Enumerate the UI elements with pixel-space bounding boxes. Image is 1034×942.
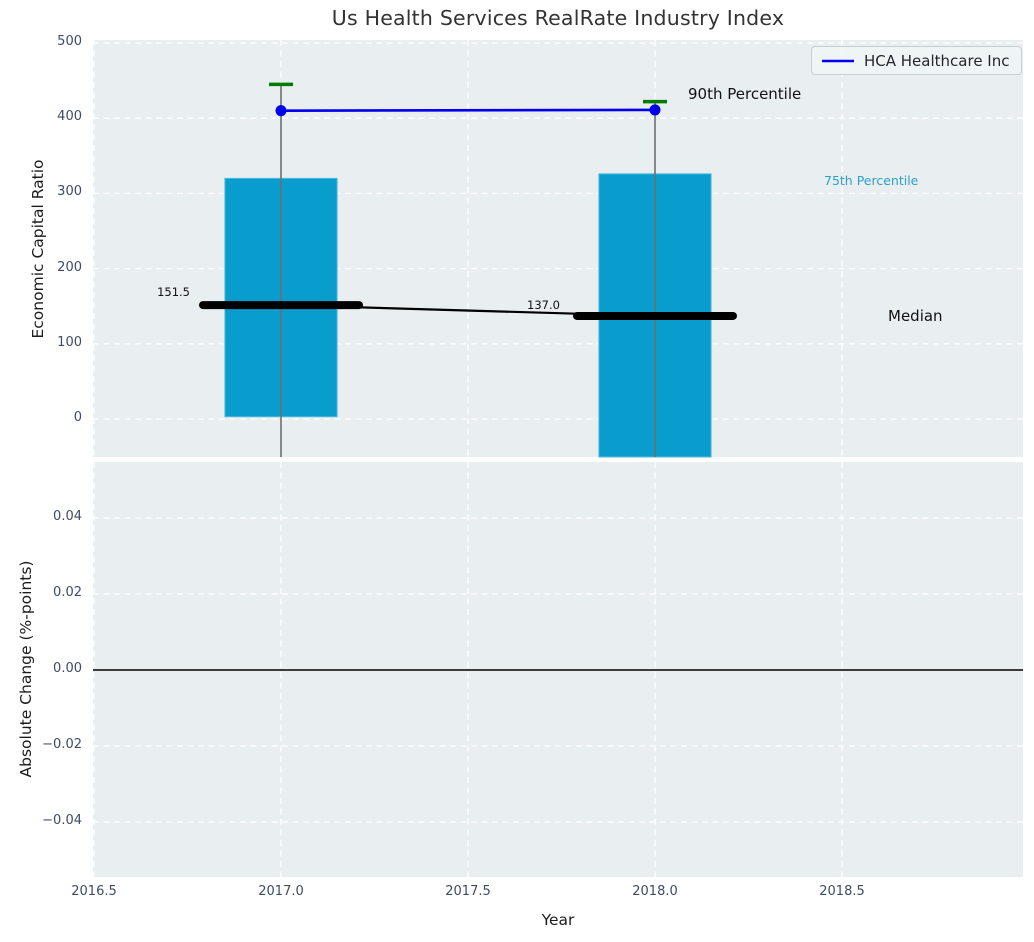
annotation-median: Median xyxy=(888,307,943,325)
xtick-2017.5: 2017.5 xyxy=(436,884,500,899)
axes-top-economic-capital-ratio xyxy=(93,40,1023,457)
annotation-75th-percentile: 75th Percentile xyxy=(824,173,918,188)
ytick-top-100: 100 xyxy=(57,335,82,350)
xlabel-year: Year xyxy=(93,911,1023,929)
xtick-2016.5: 2016.5 xyxy=(62,884,126,899)
ytick-top-0: 0 xyxy=(74,410,82,425)
chart-title: Us Health Services RealRate Industry Ind… xyxy=(93,6,1023,30)
ytick-bottom-−0.02: −0.02 xyxy=(42,737,82,752)
xtick-2018.0: 2018.0 xyxy=(623,884,687,899)
ytick-top-200: 200 xyxy=(57,260,82,275)
legend-line-sample xyxy=(821,58,855,64)
legend: HCA Healthcare Inc xyxy=(811,46,1022,75)
ytick-bottom-0.04: 0.04 xyxy=(53,509,82,524)
ylabel-absolute-change: Absolute Change (%-points) xyxy=(17,561,35,778)
axes-bottom-absolute-change xyxy=(93,462,1023,877)
ytick-top-300: 300 xyxy=(57,184,82,199)
ytick-top-400: 400 xyxy=(57,109,82,124)
annotation-90th-percentile: 90th Percentile xyxy=(688,85,801,103)
median-value-label-2017: 151.5 xyxy=(157,285,190,299)
median-value-label-2018: 137.0 xyxy=(527,298,560,312)
ytick-bottom-0.02: 0.02 xyxy=(53,585,82,600)
ytick-bottom-0.00: 0.00 xyxy=(53,661,82,676)
ytick-top-500: 500 xyxy=(57,34,82,49)
ytick-bottom-−0.04: −0.04 xyxy=(42,813,82,828)
xtick-2017.0: 2017.0 xyxy=(249,884,313,899)
legend-label: HCA Healthcare Inc xyxy=(864,52,1010,70)
figure: Us Health Services RealRate Industry Ind… xyxy=(0,0,1034,942)
ylabel-economic-capital-ratio: Economic Capital Ratio xyxy=(29,159,47,338)
xtick-2018.5: 2018.5 xyxy=(810,884,874,899)
